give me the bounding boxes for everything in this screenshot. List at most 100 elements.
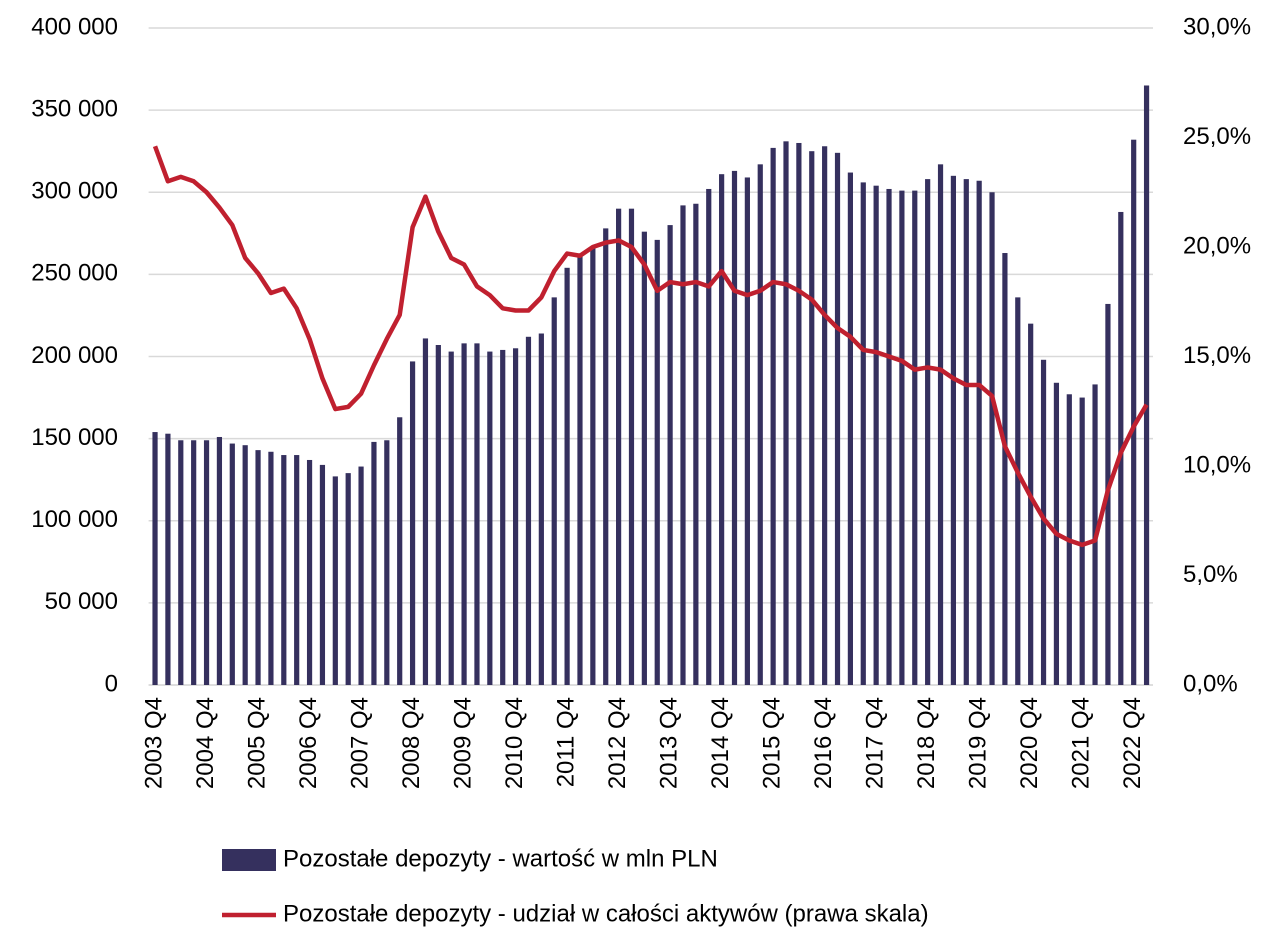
x-tick-label: 2019 Q4 [965,697,992,789]
bar [654,239,660,685]
bar [757,164,763,685]
y-tick-label: 0 [105,670,118,697]
y2-tick-label: 20,0% [1183,232,1251,259]
bar [590,248,596,685]
bar [345,473,351,685]
bar [886,188,892,685]
bar [422,338,429,685]
bar [203,440,210,685]
x-tick-label: 2021 Q4 [1068,697,1095,789]
bar [538,333,544,685]
bar [1040,359,1047,685]
bar [384,440,390,685]
bar [770,147,776,686]
bar [500,349,506,685]
bar [719,174,725,685]
y-tick-label: 350 000 [31,95,118,122]
legend-swatch [222,849,276,871]
x-tick-label: 2022 Q4 [1119,697,1146,789]
bar [706,188,712,685]
bar [628,208,635,686]
y2-tick-label: 10,0% [1183,451,1251,478]
bar [989,192,995,685]
bar [577,256,583,685]
bar [409,361,416,685]
bar [783,141,789,685]
bar [847,172,853,686]
y-tick-label: 150 000 [31,424,118,451]
x-tick-label: 2014 Q4 [707,697,734,789]
bar [873,185,879,685]
bar [693,203,699,685]
bar [371,441,377,685]
x-tick-label: 2016 Q4 [810,697,837,789]
bar [809,151,815,685]
y-tick-label: 300 000 [31,178,118,205]
x-tick-label: 2009 Q4 [449,697,476,789]
bar [229,443,235,685]
y2-tick-label: 15,0% [1183,342,1251,369]
x-tick-label: 2003 Q4 [140,697,167,789]
bar [912,190,918,686]
bar [474,343,480,685]
x-tick-label: 2020 Q4 [1016,697,1043,789]
bar [397,417,403,685]
line [152,145,1149,548]
bar [680,205,686,685]
y-tick-label: 400 000 [31,13,118,40]
bar [1015,297,1021,685]
bar [165,433,171,685]
y2-tick-label: 0,0% [1183,670,1238,697]
bar [152,432,158,685]
bar [603,228,609,685]
x-tick-label: 2018 Q4 [913,697,940,789]
x-tick-label: 2013 Q4 [655,697,682,789]
bar [731,170,738,685]
y2-tick-label: 25,0% [1183,123,1251,150]
x-tick-label: 2015 Q4 [758,697,785,789]
bar [744,177,750,685]
bar [950,175,957,685]
bar [191,440,197,685]
bar [242,445,248,685]
bar [822,146,828,685]
bar [667,225,673,685]
x-tick-label: 2011 Q4 [552,697,579,787]
bar [976,180,982,685]
bar [641,231,647,686]
x-tick-label: 2017 Q4 [861,697,888,789]
bar [461,343,467,685]
bar [216,436,223,685]
y-tick-label: 250 000 [31,260,118,287]
bar [564,267,570,685]
bar [899,190,905,686]
bar [319,464,326,685]
y-tick-label: 100 000 [31,506,118,533]
bar [306,459,313,685]
y-tick-label: 50 000 [45,588,118,615]
y-tick-label: 200 000 [31,342,118,369]
bar [1131,139,1137,685]
bar [1143,85,1150,686]
bar [255,450,261,685]
bar [925,179,931,686]
y2-tick-label: 5,0% [1183,561,1238,588]
x-tick-label: 2007 Q4 [346,697,373,789]
x-tick-label: 2005 Q4 [243,697,270,789]
bar [860,182,866,685]
x-tick-label: 2004 Q4 [192,697,219,789]
bar [616,208,622,686]
bar [281,455,287,685]
x-tick-label: 2010 Q4 [501,697,528,789]
x-tick-label: 2006 Q4 [295,697,322,789]
bar [1079,397,1085,685]
x-tick-label: 2008 Q4 [398,697,425,789]
x-tick-label: 2012 Q4 [604,697,631,789]
bar [448,351,454,685]
legend-label: Pozostałe depozyty - udział w całości ak… [283,900,929,927]
y2-tick-label: 30,0% [1183,13,1251,40]
bar [268,451,274,685]
legend-label: Pozostałe depozyty - wartość w mln PLN [283,845,718,872]
bar [796,142,802,686]
